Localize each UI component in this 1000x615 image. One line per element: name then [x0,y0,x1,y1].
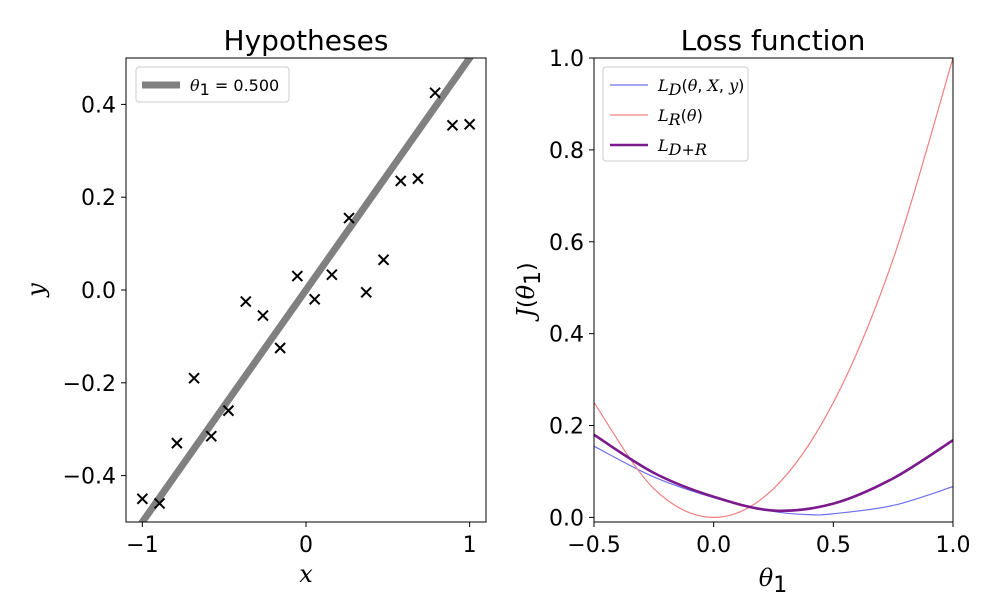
data-point [257,309,269,322]
data-point [412,172,424,185]
y-tick-label: 0.0 [549,506,584,531]
loss-lr-series [594,58,953,519]
legend-label-theta-line: θ1 = 0.500 [190,76,279,99]
data-point [343,212,355,224]
data-point [188,372,200,384]
y-tick-label: 0.2 [549,415,584,440]
y-axis-label-loss-function: J(θ1) [512,262,546,322]
y-tick-label: 0.0 [81,279,116,304]
data-point [222,404,235,417]
loss-ld-series [594,445,953,516]
x-tick-label: 1.0 [936,533,971,558]
data-point [326,268,338,281]
plot-frame-loss-function [593,57,954,523]
x-tick-label: 1 [463,533,477,558]
data-point [360,286,372,299]
data-point [377,254,390,266]
data-point [395,175,407,187]
y-tick-label: 0.4 [549,323,584,348]
y-tick-label: −0.4 [63,465,116,490]
legend-label-lr: LR(θ) [657,106,703,129]
y-tick-label: 0.2 [81,186,116,211]
data-point [205,430,217,442]
data-point [429,87,441,99]
data-point [291,270,304,282]
x-axis-label-loss-function: θ1 [759,564,787,598]
legend-frame [135,66,290,103]
y-tick-label: −0.2 [63,372,116,397]
data-point [153,497,166,510]
data-point [463,118,476,131]
legend-label-ldr: LD+R [657,136,707,159]
panel-loss-function: Loss function −0.5 0.0 0.5 1.00.00.20.40.60… [512,24,971,598]
legend-frame [602,66,749,162]
chart-title-hypotheses: Hypotheses [224,24,389,57]
y-tick-label: 0.4 [81,93,116,118]
y-tick-label: 0.8 [549,139,584,164]
data-point [240,295,252,308]
x-tick-label: 0.0 [696,533,731,558]
panel-hypotheses: Hypotheses −1 0 1 −0.4 −0.2 0.0 0.2 0.4 x y θ1 … [22,24,487,588]
chart-title-loss-function: Loss function [681,24,866,57]
x-tick-label: 0 [299,533,313,558]
data-point [308,293,321,305]
x-tick-label: −1 [126,533,158,558]
hypothesis-line [138,58,474,522]
y-axis-label-hypotheses: y [22,283,50,298]
data-point [446,119,459,131]
data-point [171,437,183,449]
data-point [274,342,286,354]
y-tick-label: 0.6 [549,231,584,256]
legend-hypotheses: θ1 = 0.500 [135,66,290,103]
x-tick-label: 0.5 [816,533,851,558]
legend-label-ld: LD(θ, X, y) [657,76,744,99]
y-tick-label: 1.0 [549,47,584,72]
x-tick-label: −0.5 [567,533,620,558]
loss-ldr-series [594,433,953,513]
x-axis-label-hypotheses: x [299,560,313,588]
data-point [136,493,149,505]
legend-loss-function: LD(θ, X, y) LR(θ) LD+R [602,66,749,162]
